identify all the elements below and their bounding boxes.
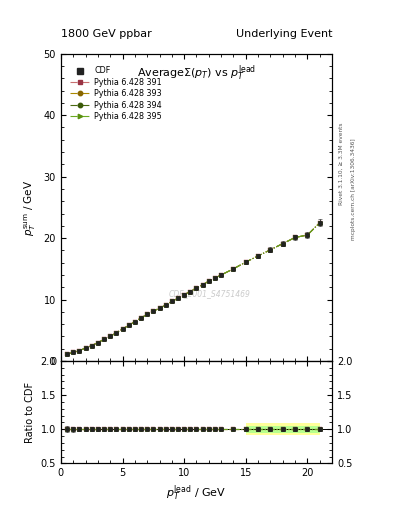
Y-axis label: Ratio to CDF: Ratio to CDF (25, 381, 35, 443)
Y-axis label: $p_T^{\rm sum}$ / GeV: $p_T^{\rm sum}$ / GeV (23, 179, 38, 236)
Text: 1800 GeV ppbar: 1800 GeV ppbar (61, 29, 152, 39)
Text: Rivet 3.1.10, ≥ 3.3M events: Rivet 3.1.10, ≥ 3.3M events (339, 122, 344, 205)
Text: CDF_2001_S4751469: CDF_2001_S4751469 (169, 289, 251, 298)
Text: Underlying Event: Underlying Event (235, 29, 332, 39)
Text: mcplots.cern.ch [arXiv:1306.3436]: mcplots.cern.ch [arXiv:1306.3436] (351, 139, 356, 240)
Text: Average$\Sigma(p_T)$ vs $p_T^{\rm lead}$: Average$\Sigma(p_T)$ vs $p_T^{\rm lead}$ (137, 63, 256, 82)
X-axis label: $p_T^{\rm lead}$ / GeV: $p_T^{\rm lead}$ / GeV (166, 484, 227, 503)
Legend: CDF, Pythia 6.428 391, Pythia 6.428 393, Pythia 6.428 394, Pythia 6.428 395: CDF, Pythia 6.428 391, Pythia 6.428 393,… (68, 64, 164, 123)
